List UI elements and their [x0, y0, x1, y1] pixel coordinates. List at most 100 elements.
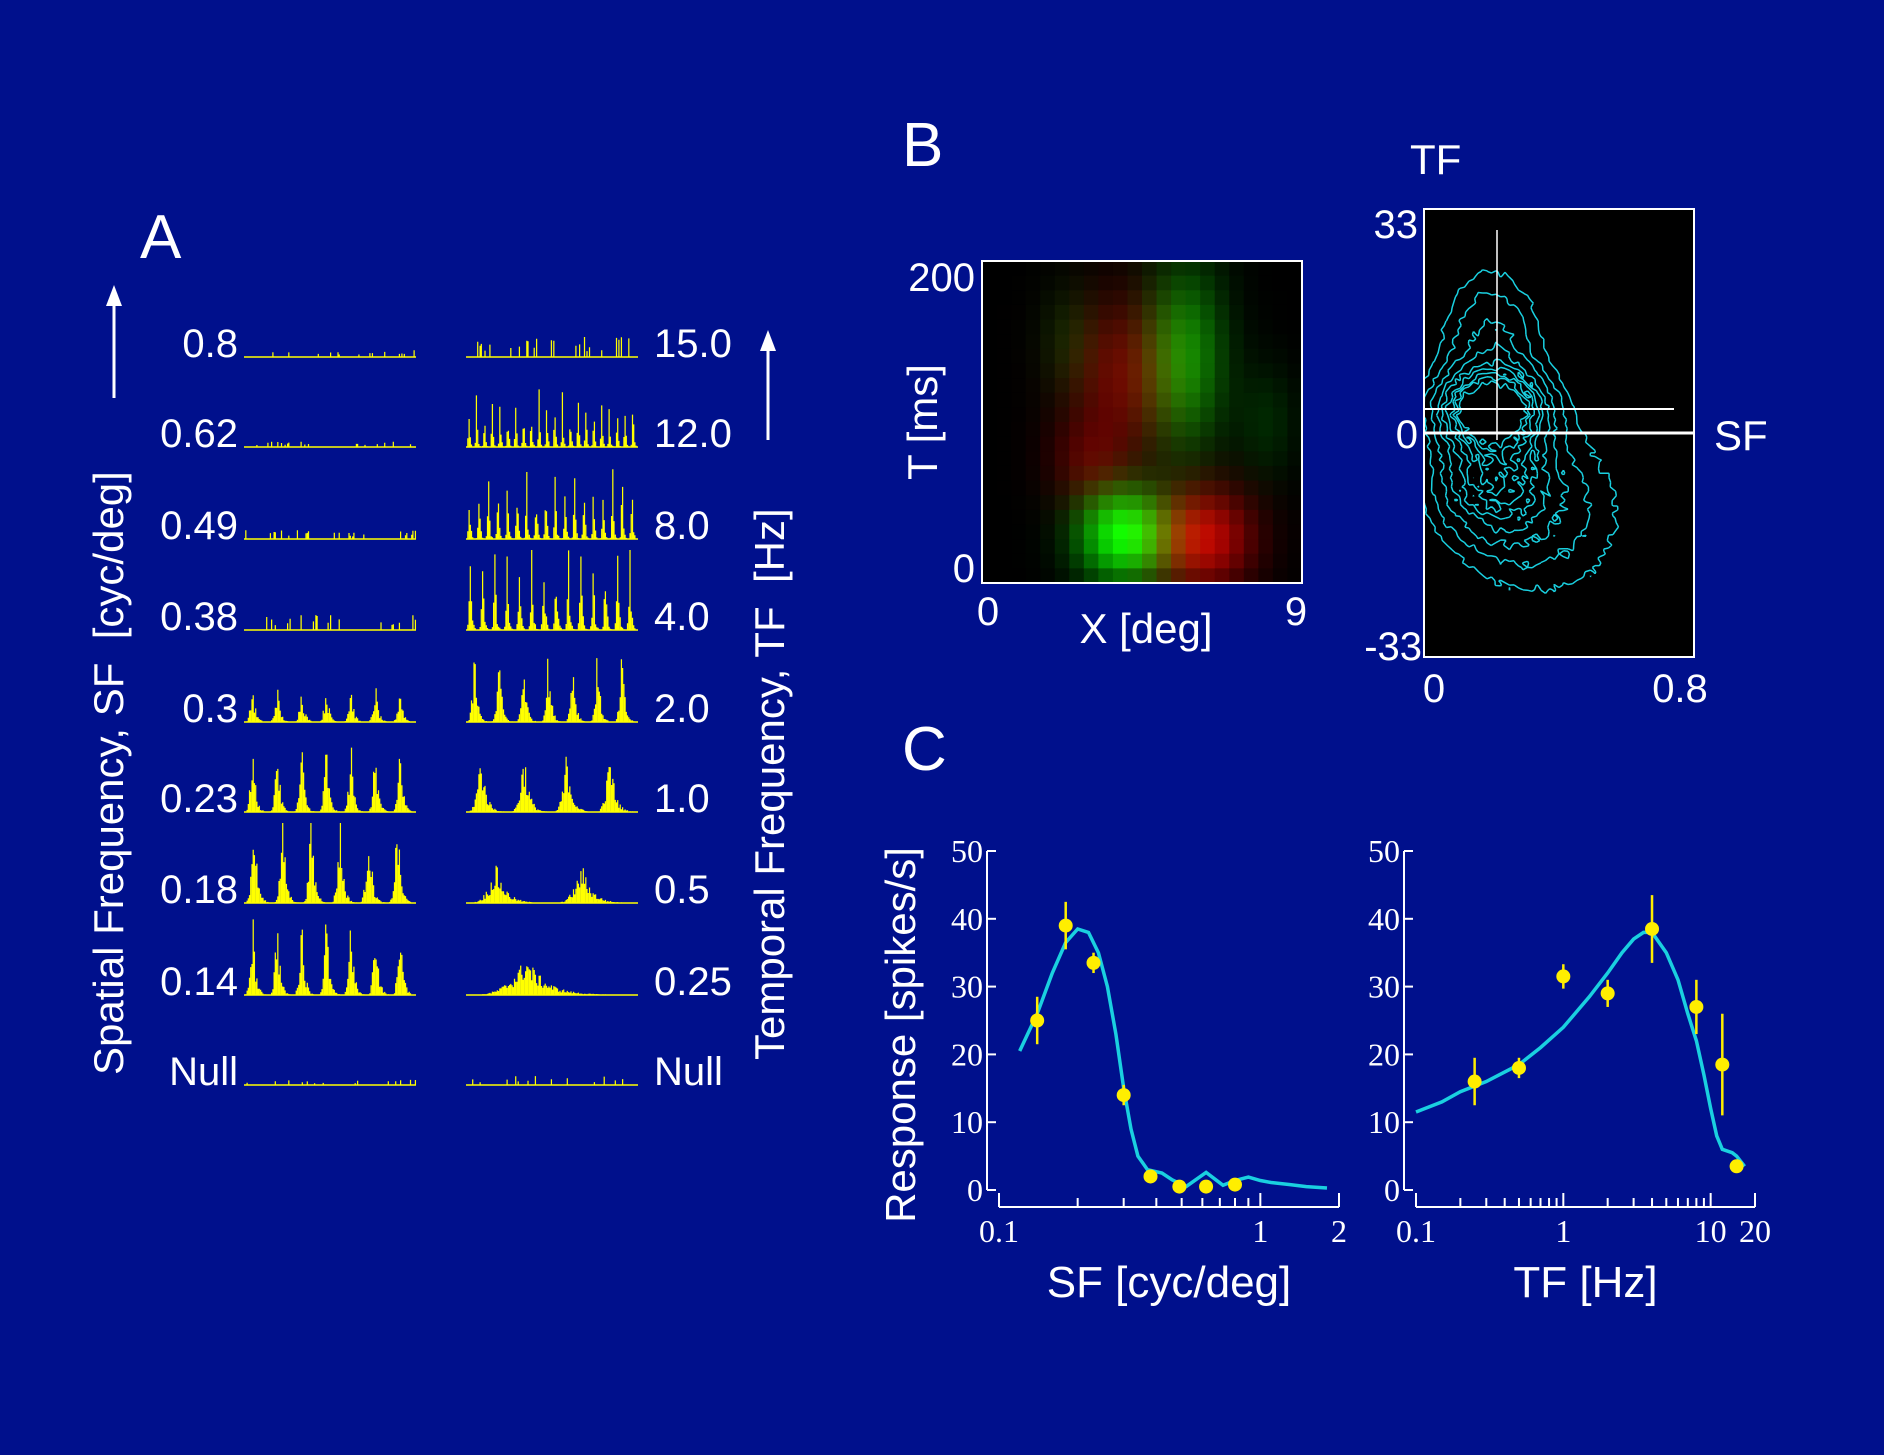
rf-cell — [1069, 348, 1085, 365]
rf-cell — [1112, 261, 1129, 277]
rf-cell — [1214, 568, 1230, 584]
tf-psth-row — [466, 965, 638, 996]
sf-psth-row — [244, 823, 416, 904]
rf-cell — [1112, 568, 1129, 584]
rf-cell — [1185, 422, 1201, 438]
rf-cell — [1200, 363, 1216, 379]
rf-cell — [1069, 261, 1085, 277]
rf-cell — [1272, 553, 1289, 569]
rf-cell — [1127, 275, 1143, 291]
sf-psth-row — [244, 350, 416, 358]
rf-cell — [1142, 275, 1158, 291]
tf-row-label: 12.0 — [654, 412, 732, 456]
rf-cell — [1098, 392, 1114, 408]
rf-cell — [1200, 290, 1216, 306]
rf-cell — [1243, 539, 1259, 555]
rf-cell — [1258, 422, 1274, 438]
psth-histogram — [246, 1079, 417, 1085]
rf-cell — [1098, 319, 1114, 335]
rf-cell — [1098, 275, 1114, 291]
sf-psth-row — [244, 919, 416, 996]
tf-arrow-head — [760, 330, 776, 351]
rf-cell — [1112, 436, 1129, 452]
rf-cell — [1098, 363, 1114, 379]
rf-cell — [1171, 392, 1187, 408]
rf-cell — [1025, 304, 1041, 321]
rf-cell — [1083, 480, 1099, 496]
rf-cell — [1287, 304, 1303, 321]
rf-cell — [1229, 334, 1245, 350]
rf-cell — [1272, 422, 1289, 438]
rf-cell — [1127, 392, 1143, 408]
rf-cell — [1025, 465, 1041, 482]
tf-psth-row — [466, 389, 638, 448]
sf-psth-row — [244, 441, 416, 448]
rf-cell — [1112, 334, 1129, 350]
rf-cell — [1142, 319, 1158, 335]
y-tick-label: 10 — [951, 1104, 983, 1140]
rf-cell — [1258, 524, 1274, 540]
psth-histogram — [245, 919, 414, 995]
rf-cell — [1229, 407, 1245, 423]
rf-cell — [1272, 436, 1289, 452]
rf-cell — [1258, 480, 1274, 496]
rf-cell — [982, 568, 998, 584]
rf-cell — [1229, 319, 1245, 335]
spectrum-ytick-neg33: -33 — [1364, 625, 1422, 669]
rf-cell — [1287, 480, 1303, 496]
rf-cell — [1040, 539, 1056, 555]
rf-cell — [1025, 261, 1041, 277]
rf-cell — [1054, 319, 1070, 335]
rf-cell — [996, 495, 1012, 511]
rf-cell — [1243, 275, 1259, 291]
rf-cell — [1156, 451, 1172, 467]
rf-cell — [996, 407, 1012, 423]
rf-cell — [1025, 480, 1041, 496]
rf-cell — [1098, 348, 1114, 365]
model-curve — [1018, 926, 1328, 1190]
rf-cell — [1287, 436, 1303, 452]
rf-cell — [1127, 451, 1143, 467]
rf-cell — [1040, 275, 1056, 291]
rf-cell — [1011, 392, 1027, 408]
rf-cell — [1040, 304, 1056, 321]
tf-psth-row — [466, 469, 638, 540]
rf-cell — [1069, 290, 1085, 306]
y-tick-label: 50 — [951, 833, 983, 869]
rf-cell — [982, 261, 998, 277]
rf-cell — [1229, 480, 1245, 496]
rf-cell — [1142, 465, 1158, 482]
y-tick-label: 20 — [1368, 1036, 1400, 1072]
tf-row-label: 8.0 — [654, 504, 710, 548]
x-tick-label: 1 — [1555, 1213, 1571, 1249]
data-point — [1143, 1169, 1158, 1184]
rf-cell — [1054, 290, 1070, 306]
sf-histogram-rows: 0.8 0.62 0.49 0.38 0.3 0.23 0.18 0.14 Null — [160, 322, 417, 1094]
rf-cell — [1083, 319, 1099, 335]
rf-cell — [1112, 407, 1129, 423]
rf-cell — [1214, 378, 1230, 394]
rf-cell — [1214, 304, 1230, 321]
rf-cell — [1258, 319, 1274, 335]
y-tick-label: 30 — [951, 969, 983, 1005]
rf-cell — [1142, 392, 1158, 408]
sf-row-label: 0.8 — [182, 322, 238, 366]
psth-histogram — [467, 658, 635, 722]
rf-cell — [1025, 392, 1041, 408]
rf-cell — [1287, 334, 1303, 350]
rf-cell — [1185, 407, 1201, 423]
rf-cell — [1040, 378, 1056, 394]
rf-cell — [1200, 275, 1216, 291]
rf-cell — [1127, 509, 1143, 526]
rf-cell — [982, 553, 998, 569]
rf-cell — [1054, 539, 1070, 555]
data-point — [1058, 918, 1073, 933]
data-point — [1030, 1013, 1045, 1028]
rf-cell — [1025, 495, 1041, 511]
rf-cell — [1112, 304, 1129, 321]
rf-cell — [1243, 524, 1259, 540]
rf-cell — [1083, 392, 1099, 408]
rf-cell — [1258, 539, 1274, 555]
rf-cell — [1025, 319, 1041, 335]
